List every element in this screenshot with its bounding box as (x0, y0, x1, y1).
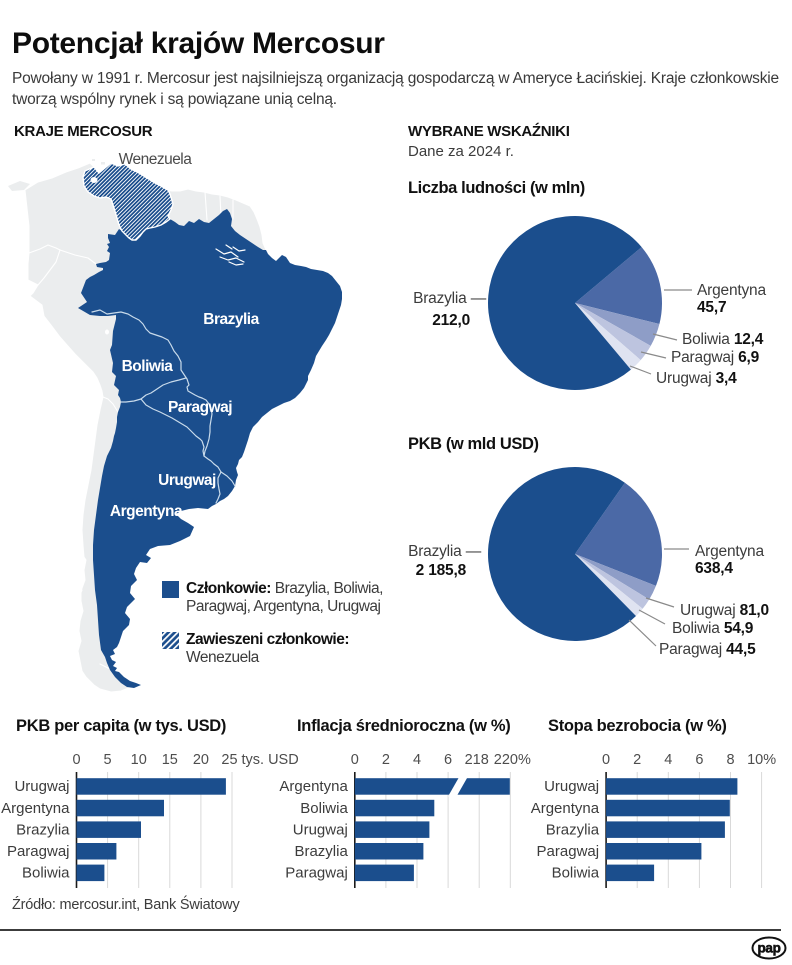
svg-text:Boliwia: Boliwia (22, 865, 70, 882)
svg-text:638,4: 638,4 (695, 560, 733, 577)
svg-text:Brazylia —: Brazylia — (408, 543, 482, 560)
svg-text:Paragwaj 44,5: Paragwaj 44,5 (659, 641, 756, 658)
svg-text:Argentyna: Argentyna (1, 800, 70, 817)
svg-text:6: 6 (695, 752, 703, 768)
svg-text:Argentyna: Argentyna (695, 543, 764, 560)
svg-text:Inflacja średnioroczna (w %): Inflacja średnioroczna (w %) (297, 717, 510, 735)
svg-text:Wenezuela: Wenezuela (119, 151, 193, 168)
svg-text:2: 2 (382, 752, 390, 768)
svg-text:Brazylia: Brazylia (203, 311, 259, 328)
svg-text:Urugwaj 81,0: Urugwaj 81,0 (680, 602, 769, 619)
svg-text:Urugwaj: Urugwaj (14, 778, 69, 795)
svg-text:Boliwia: Boliwia (552, 865, 600, 882)
svg-text:Urugwaj: Urugwaj (544, 778, 599, 795)
svg-text:tys. USD: tys. USD (242, 752, 299, 768)
svg-text:25: 25 (221, 752, 237, 768)
svg-text:Urugwaj 3,4: Urugwaj 3,4 (656, 370, 737, 387)
svg-text:Boliwia 54,9: Boliwia 54,9 (672, 620, 754, 637)
svg-text:Argentyna: Argentyna (279, 778, 348, 795)
svg-text:2: 2 (633, 752, 641, 768)
svg-text:5: 5 (104, 752, 112, 768)
svg-text:4: 4 (413, 752, 421, 768)
svg-text:Boliwia: Boliwia (122, 358, 174, 375)
svg-text:Urugwaj: Urugwaj (293, 821, 348, 838)
svg-text:Brazylia: Brazylia (546, 821, 600, 838)
svg-text:Brazylia —: Brazylia — (413, 290, 487, 307)
svg-text:212,0: 212,0 (432, 312, 470, 329)
svg-text:Wenezuela: Wenezuela (186, 649, 260, 666)
svg-text:4: 4 (664, 752, 672, 768)
svg-text:0: 0 (602, 752, 610, 768)
svg-text:0: 0 (72, 752, 80, 768)
svg-text:8: 8 (726, 752, 734, 768)
svg-text:Urugwaj: Urugwaj (158, 472, 216, 489)
svg-text:PKB per capita (w tys. USD): PKB per capita (w tys. USD) (16, 717, 226, 735)
svg-text:Paragwaj: Paragwaj (285, 865, 348, 882)
svg-text:220%: 220% (494, 752, 531, 768)
svg-text:Stopa bezrobocia (w %): Stopa bezrobocia (w %) (548, 717, 727, 735)
svg-text:2 185,8: 2 185,8 (416, 562, 467, 579)
svg-text:20: 20 (193, 752, 209, 768)
svg-text:10: 10 (131, 752, 147, 768)
svg-text:Brazylia: Brazylia (16, 821, 70, 838)
svg-text:0: 0 (351, 752, 359, 768)
svg-text:Paragwaj: Paragwaj (537, 843, 600, 860)
svg-text:Paragwaj: Paragwaj (168, 399, 232, 416)
svg-text:Paragwaj: Paragwaj (7, 843, 70, 860)
svg-text:Argentyna: Argentyna (697, 282, 766, 299)
svg-text:pap: pap (757, 941, 780, 956)
svg-text:Argentyna: Argentyna (531, 800, 600, 817)
svg-text:Brazylia: Brazylia (294, 843, 348, 860)
svg-text:218: 218 (465, 752, 489, 768)
svg-text:Paragwaj 6,9: Paragwaj 6,9 (671, 349, 760, 366)
svg-text:Zawieszeni członkowie:: Zawieszeni członkowie: (186, 631, 349, 648)
svg-text:Boliwia 12,4: Boliwia 12,4 (682, 331, 764, 348)
svg-text:Członkowie: Brazylia, Boliwia,: Członkowie: Brazylia, Boliwia, (186, 580, 383, 597)
svg-text:Boliwia: Boliwia (300, 800, 348, 817)
svg-text:10%: 10% (747, 752, 776, 768)
svg-text:15: 15 (162, 752, 178, 768)
svg-text:6: 6 (444, 752, 452, 768)
svg-text:Paragwaj, Argentyna, Urugwaj: Paragwaj, Argentyna, Urugwaj (186, 598, 381, 615)
svg-text:Argentyna: Argentyna (110, 503, 183, 520)
svg-text:45,7: 45,7 (697, 299, 726, 316)
